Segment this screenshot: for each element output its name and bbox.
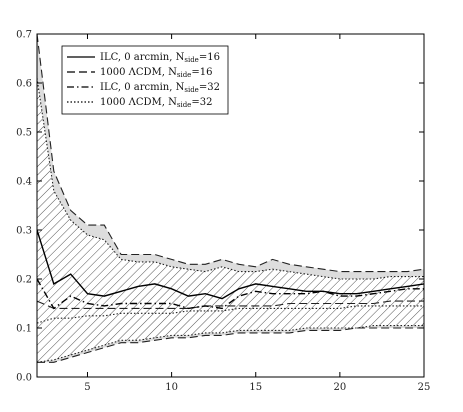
band-edge-lcdm16-upper — [37, 34, 424, 273]
series-line-ilc16 — [37, 229, 424, 300]
plot-frame — [36, 33, 425, 378]
legend: ILC, 0 arcmin, Nside=16 1000 ΛCDM, Nside=… — [61, 45, 229, 115]
x-tick-label: 5 — [84, 382, 90, 393]
lines-layer — [37, 34, 424, 363]
mean-line-lcdm16 — [37, 300, 424, 309]
band-lcdm-nside32 — [37, 78, 424, 363]
x-tick-label: 15 — [249, 382, 262, 393]
band-edge-lcdm32-upper — [37, 78, 424, 280]
x-tick-label: 20 — [334, 382, 347, 393]
legend-entry-3: 1000 ΛCDM, Nside=32 — [100, 97, 212, 109]
y-tick-label: 0.5 — [16, 128, 32, 139]
y-tick-label: 0.3 — [16, 226, 32, 237]
y-tick-label: 0.6 — [16, 79, 32, 90]
series-line-ilc32 — [37, 278, 424, 310]
x-axis-ticks: 5 10 15 20 25 — [84, 34, 430, 393]
y-tick-label: 0.2 — [16, 275, 32, 286]
x-tick-label: 10 — [165, 382, 178, 393]
y-tick-label: 0.4 — [16, 177, 32, 188]
band-edge-lcdm32-lower — [37, 325, 424, 363]
y-axis-ticks: 0.0 0.1 0.2 0.3 0.4 0.5 0.6 0.7 — [16, 30, 424, 384]
x-tick-label: 25 — [418, 382, 431, 393]
legend-entry-0: ILC, 0 arcmin, Nside=16 — [100, 52, 220, 64]
y-tick-label: 0.0 — [16, 373, 32, 384]
y-tick-label: 0.1 — [16, 324, 32, 335]
y-tick-label: 0.7 — [16, 30, 32, 41]
legend-entry-2: ILC, 0 arcmin, Nside=32 — [100, 82, 220, 94]
legend-entry-1: 1000 ΛCDM, Nside=16 — [100, 67, 212, 79]
